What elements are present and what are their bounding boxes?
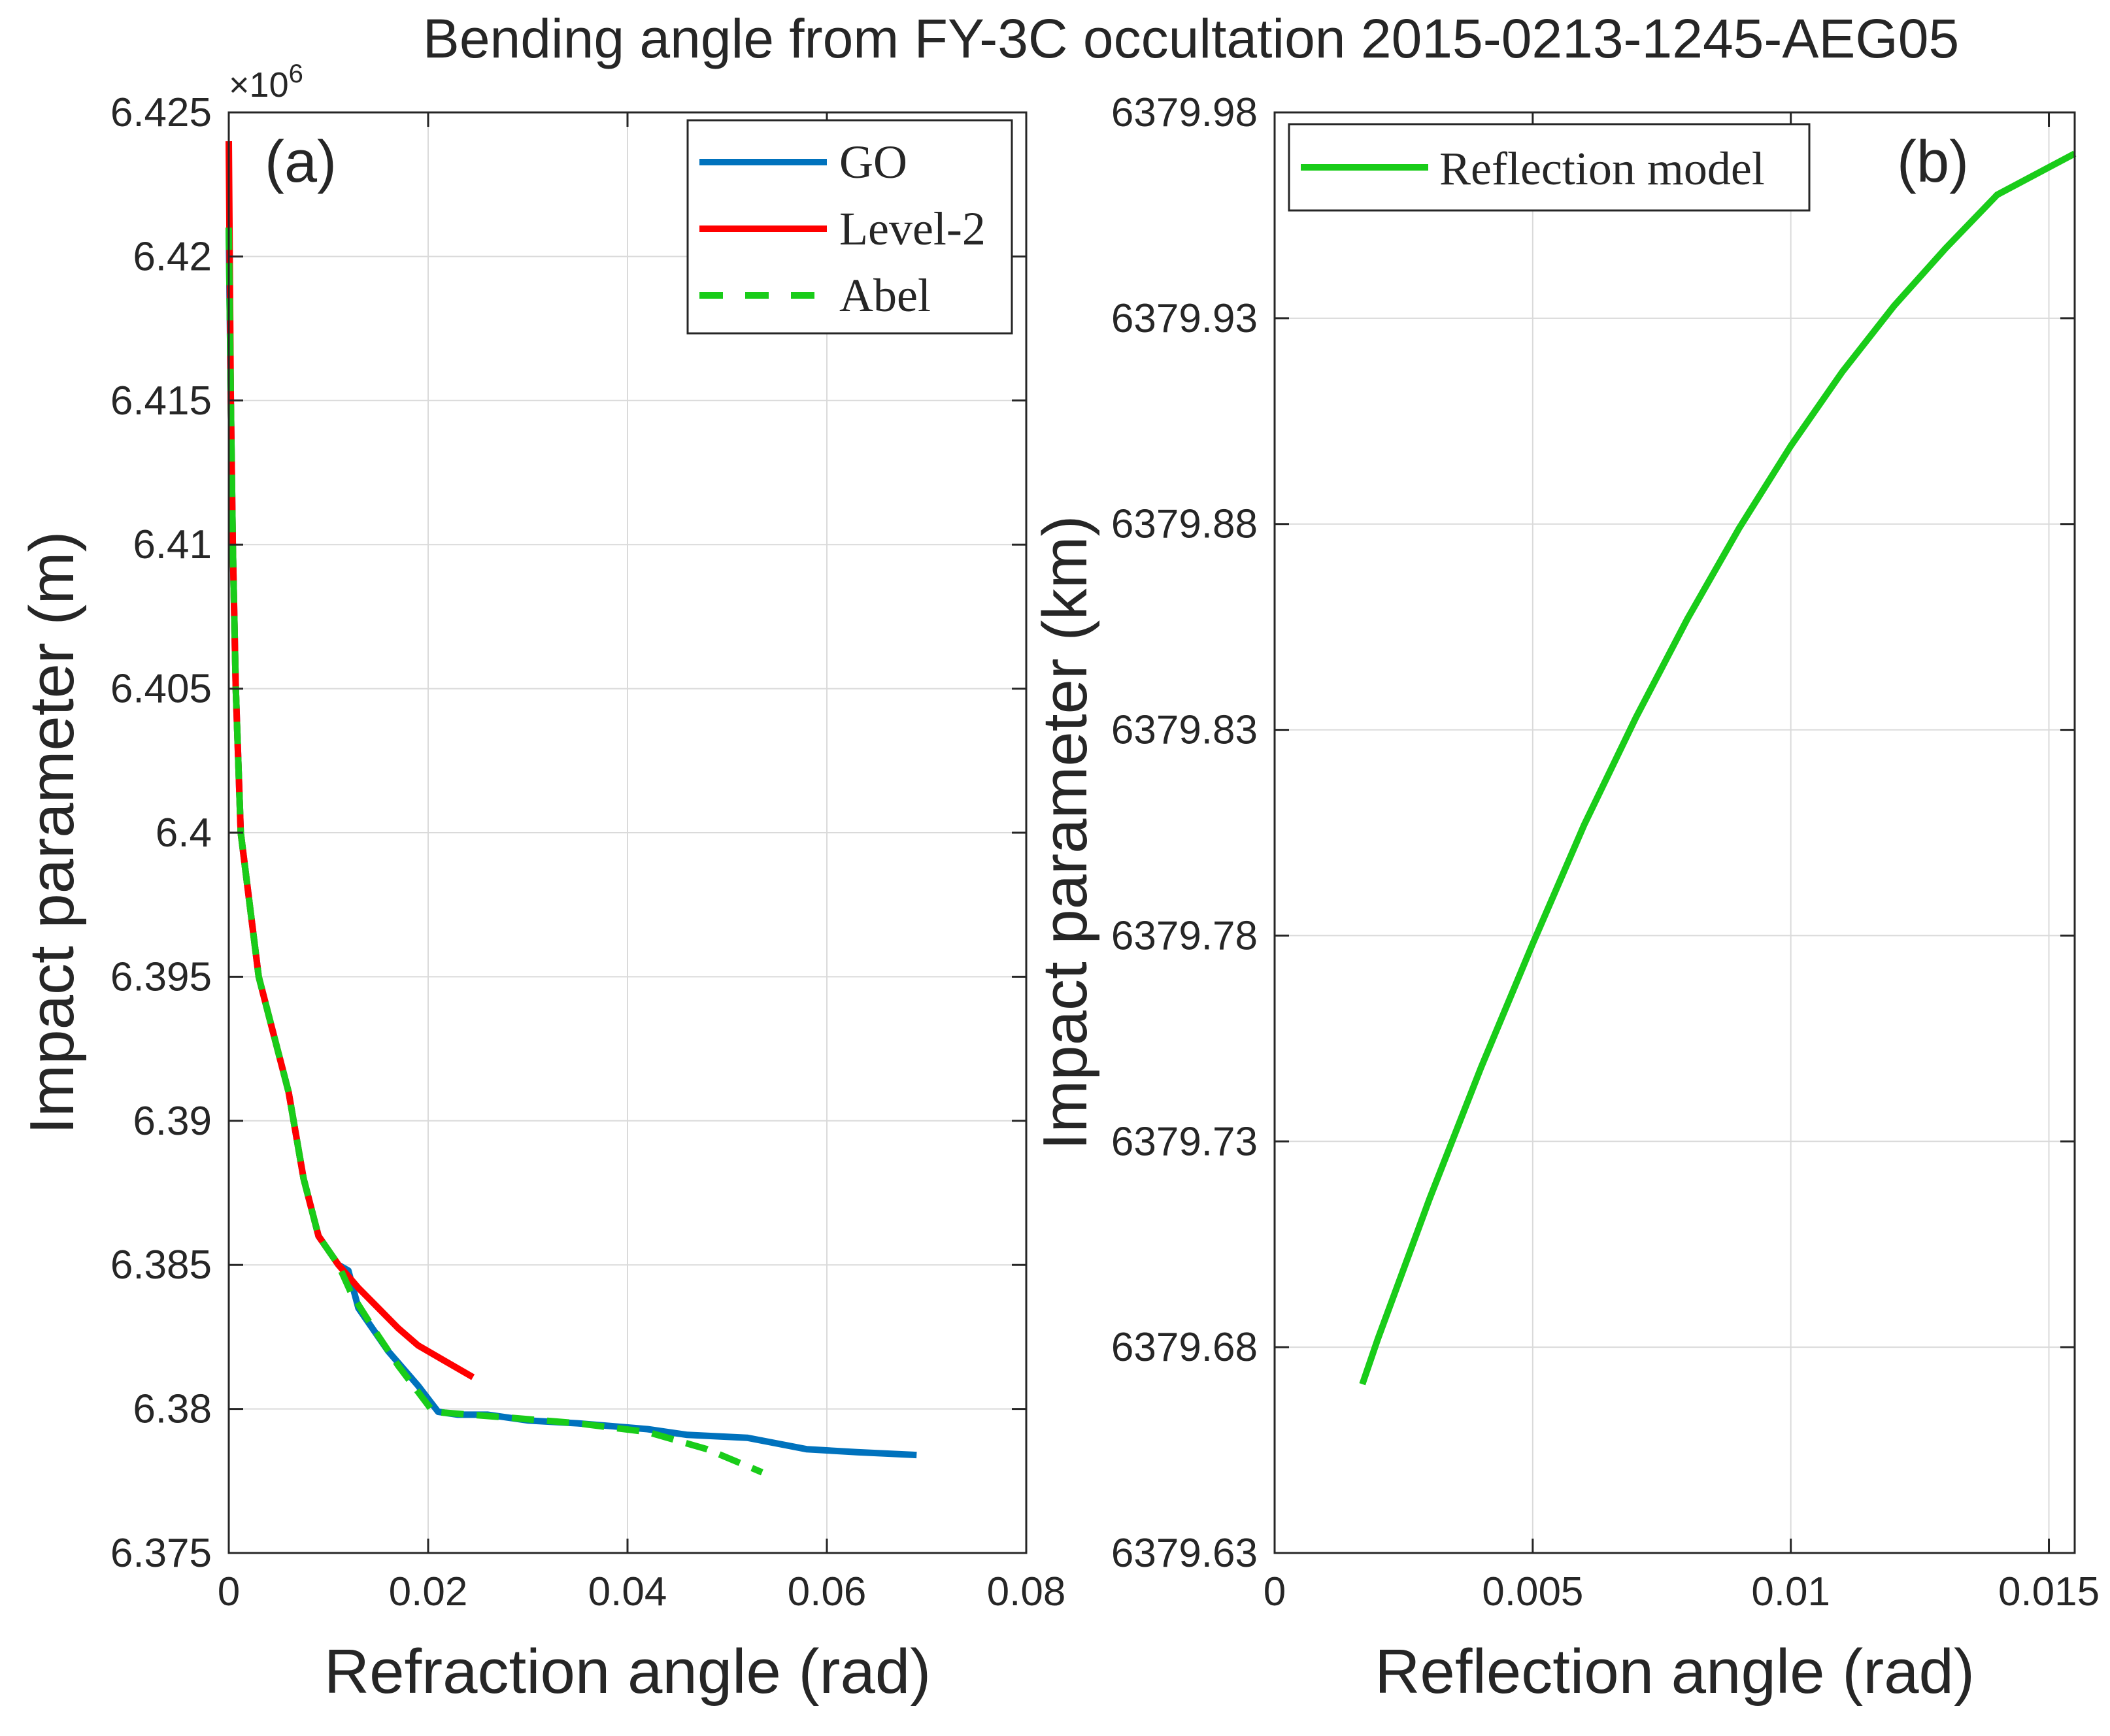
panel-a-x-tick-label: 0.04 xyxy=(588,1569,667,1614)
panel-b-y-axis-label: Impact parameter (km) xyxy=(1030,516,1100,1150)
panel-a-y-tick-label: 6.405 xyxy=(110,667,212,712)
figure-title: Bending angle from FY-3C occultation 201… xyxy=(423,8,1959,69)
legend-label-level-2: Level-2 xyxy=(839,203,986,255)
panel-a-x-tick-label: 0.02 xyxy=(389,1569,468,1614)
panel-b-x-tick-label: 0.01 xyxy=(1751,1569,1830,1614)
panel-a-y-tick-label: 6.39 xyxy=(133,1099,212,1144)
panel-b-x-tick-label: 0.015 xyxy=(1998,1569,2100,1614)
panel-a-y-tick-label: 6.42 xyxy=(133,234,212,279)
panel-b-y-tick-label: 6379.63 xyxy=(1111,1531,1258,1576)
panel-a-x-tick-label: 0.08 xyxy=(987,1569,1066,1614)
panel-a-y-tick-label: 6.4 xyxy=(156,810,212,856)
panel-a: 0 0.02 0.04 0.06 0.08 6.375 6.38 6.385 6.39 6.395… xyxy=(17,59,1065,1707)
panel-a-x-axis-label: Refraction angle (rad) xyxy=(324,1637,931,1707)
panel-b-y-tick-label: 6379.78 xyxy=(1111,913,1258,958)
legend-label-go: GO xyxy=(839,136,907,188)
panel-b-y-tick-label: 6379.68 xyxy=(1111,1325,1258,1370)
panel-a-y-tick-label: 6.385 xyxy=(110,1243,212,1288)
panel-b-axes-box xyxy=(1273,111,2076,1554)
panel-a-y-tick-label: 6.395 xyxy=(110,954,212,999)
panel-b-series xyxy=(1359,150,2077,1386)
legend-label-reflection-model: Reflection model xyxy=(1439,142,1765,195)
panel-b-label: (b) xyxy=(1897,129,1969,195)
panel-a-label: (a) xyxy=(265,129,337,195)
panel-b: 0 0.005 0.01 0.015 6379.63 6379.68 6379.73 6379… xyxy=(1030,90,2100,1707)
legend-label-abel: Abel xyxy=(839,269,931,322)
panel-a-y-tick-label: 6.41 xyxy=(133,522,212,567)
panel-b-legend: Reflection model xyxy=(1288,123,1811,212)
panel-b-y-tick-label: 6379.98 xyxy=(1111,90,1258,135)
panel-a-y-tick-label: 6.425 xyxy=(110,90,212,135)
panel-a-y-exponent-power: 6 xyxy=(289,59,303,88)
panel-a-legend: GO Level-2 Abel xyxy=(686,119,1013,335)
panel-a-x-tick-label: 0 xyxy=(218,1569,240,1614)
panel-a-grid xyxy=(228,112,1027,1554)
panel-a-y-exponent: ×106 xyxy=(229,59,303,105)
panel-b-y-tick-label: 6379.88 xyxy=(1111,502,1258,547)
panel-b-y-tick-label: 6379.83 xyxy=(1111,708,1258,753)
panel-a-y-tick-label: 6.415 xyxy=(110,378,212,424)
panel-a-series xyxy=(226,141,917,1476)
panel-b-x-tick-label: 0.005 xyxy=(1482,1569,1583,1614)
panel-a-y-axis-label: Impact parameter (m) xyxy=(17,531,87,1135)
panel-b-y-tick-label: 6379.73 xyxy=(1111,1119,1258,1164)
series-line-reflection-model xyxy=(1359,150,2077,1386)
panel-b-background xyxy=(1275,112,2075,1553)
panel-b-ticks: 0 0.005 0.01 0.015 6379.63 6379.68 6379.73 6379… xyxy=(1111,90,2100,1614)
panel-a-x-tick-label: 0.06 xyxy=(788,1569,867,1614)
panel-b-y-tick-label: 6379.93 xyxy=(1111,296,1258,341)
panel-a-y-exponent-base: ×10 xyxy=(229,65,289,105)
panel-a-y-tick-label: 6.38 xyxy=(133,1387,212,1432)
panel-b-x-axis-label: Reflection angle (rad) xyxy=(1375,1637,1975,1707)
panel-a-y-tick-label: 6.375 xyxy=(110,1531,212,1576)
series-line-abel xyxy=(226,227,763,1476)
panel-a-ticks: 0 0.02 0.04 0.06 0.08 6.375 6.38 6.385 6.39 6.395… xyxy=(110,90,1065,1614)
panel-b-x-tick-label: 0 xyxy=(1264,1569,1286,1614)
